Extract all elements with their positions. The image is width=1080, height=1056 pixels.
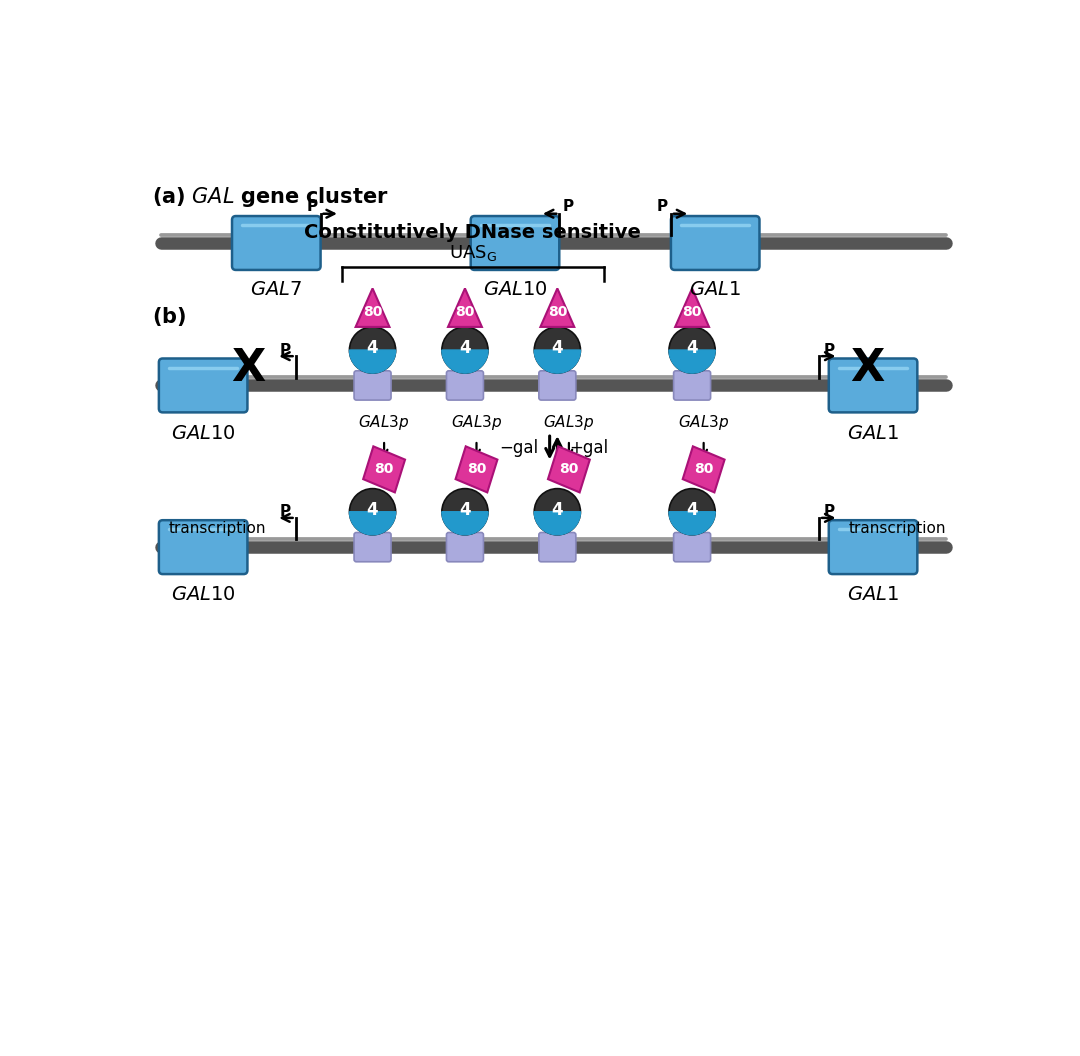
Text: P: P <box>824 343 835 358</box>
FancyBboxPatch shape <box>539 532 576 562</box>
Ellipse shape <box>442 489 488 534</box>
Text: X: X <box>850 347 885 390</box>
Text: 80: 80 <box>363 305 382 319</box>
Text: $\bf{\it{GAL1}}$: $\bf{\it{GAL1}}$ <box>689 280 741 299</box>
Polygon shape <box>448 288 482 327</box>
Polygon shape <box>535 350 580 373</box>
FancyBboxPatch shape <box>471 216 559 270</box>
Text: $\bf{\it{GAL3p}}$: $\bf{\it{GAL3p}}$ <box>450 413 502 432</box>
Text: P: P <box>280 505 291 520</box>
Text: P: P <box>563 199 573 213</box>
Ellipse shape <box>535 489 580 534</box>
Text: +gal: +gal <box>569 439 608 457</box>
Polygon shape <box>442 350 488 373</box>
Text: 80: 80 <box>467 463 486 476</box>
Text: 4: 4 <box>552 339 563 358</box>
Text: X: X <box>231 347 265 390</box>
Text: $\bf{\it{GAL3p}}$: $\bf{\it{GAL3p}}$ <box>543 413 595 432</box>
Text: $\bf{\it{GAL3p}}$: $\bf{\it{GAL3p}}$ <box>678 413 729 432</box>
FancyBboxPatch shape <box>828 358 917 413</box>
Polygon shape <box>669 350 715 373</box>
Ellipse shape <box>350 327 395 373</box>
Text: 4: 4 <box>367 339 378 358</box>
Polygon shape <box>442 512 488 534</box>
Text: $\bf{\it{GAL10}}$: $\bf{\it{GAL10}}$ <box>483 280 548 299</box>
Text: 4: 4 <box>459 502 471 520</box>
FancyBboxPatch shape <box>354 532 391 562</box>
Text: transcription: transcription <box>168 522 267 536</box>
Polygon shape <box>363 447 405 492</box>
Text: transcription: transcription <box>849 522 946 536</box>
Polygon shape <box>548 447 590 492</box>
Text: 4: 4 <box>367 502 378 520</box>
Text: $\bf{\it{GAL3p}}$: $\bf{\it{GAL3p}}$ <box>359 413 409 432</box>
FancyBboxPatch shape <box>828 521 917 574</box>
Polygon shape <box>675 288 710 327</box>
Text: UAS$_\mathregular{G}$: UAS$_\mathregular{G}$ <box>448 243 497 263</box>
Ellipse shape <box>535 327 580 373</box>
Polygon shape <box>669 512 715 534</box>
Text: 4: 4 <box>686 502 698 520</box>
Polygon shape <box>535 512 580 534</box>
Text: P: P <box>307 199 318 213</box>
Text: 80: 80 <box>694 463 713 476</box>
Polygon shape <box>456 447 498 492</box>
Text: 80: 80 <box>456 305 474 319</box>
Polygon shape <box>683 447 725 492</box>
FancyBboxPatch shape <box>446 371 484 400</box>
Text: $\bf{\it{GAL1}}$: $\bf{\it{GAL1}}$ <box>847 585 899 604</box>
FancyBboxPatch shape <box>671 216 759 270</box>
Text: 4: 4 <box>686 339 698 358</box>
Text: $\bf{\it{GAL10}}$: $\bf{\it{GAL10}}$ <box>171 585 235 604</box>
Text: $\bf{\it{GAL7}}$: $\bf{\it{GAL7}}$ <box>251 280 302 299</box>
Text: P: P <box>280 343 291 358</box>
Text: −gal: −gal <box>499 439 538 457</box>
FancyBboxPatch shape <box>354 371 391 400</box>
Polygon shape <box>350 350 395 373</box>
Text: $\bf{\it{GAL1}}$: $\bf{\it{GAL1}}$ <box>847 423 899 442</box>
Text: $\bf{(a)}$ $\it{GAL}$ $\bf{gene\ cluster}$: $\bf{(a)}$ $\it{GAL}$ $\bf{gene\ cluster… <box>151 185 388 209</box>
Text: 80: 80 <box>375 463 394 476</box>
Polygon shape <box>350 512 395 534</box>
FancyBboxPatch shape <box>539 371 576 400</box>
Text: P: P <box>657 199 667 213</box>
FancyBboxPatch shape <box>159 521 247 574</box>
Polygon shape <box>540 288 575 327</box>
Ellipse shape <box>442 327 488 373</box>
Ellipse shape <box>669 489 715 534</box>
Text: Constitutively DNase sensitive: Constitutively DNase sensitive <box>305 223 642 242</box>
Text: 4: 4 <box>459 339 471 358</box>
FancyBboxPatch shape <box>159 358 247 413</box>
Text: 80: 80 <box>683 305 702 319</box>
Text: 80: 80 <box>548 305 567 319</box>
Text: $\bf{(b)}$: $\bf{(b)}$ <box>151 304 186 327</box>
FancyBboxPatch shape <box>446 532 484 562</box>
Text: 80: 80 <box>559 463 579 476</box>
Polygon shape <box>355 288 390 327</box>
Text: 4: 4 <box>552 502 563 520</box>
FancyBboxPatch shape <box>232 216 321 270</box>
FancyBboxPatch shape <box>674 371 711 400</box>
FancyBboxPatch shape <box>674 532 711 562</box>
Text: P: P <box>824 505 835 520</box>
Ellipse shape <box>350 489 395 534</box>
Ellipse shape <box>669 327 715 373</box>
Text: $\bf{\it{GAL10}}$: $\bf{\it{GAL10}}$ <box>171 423 235 442</box>
